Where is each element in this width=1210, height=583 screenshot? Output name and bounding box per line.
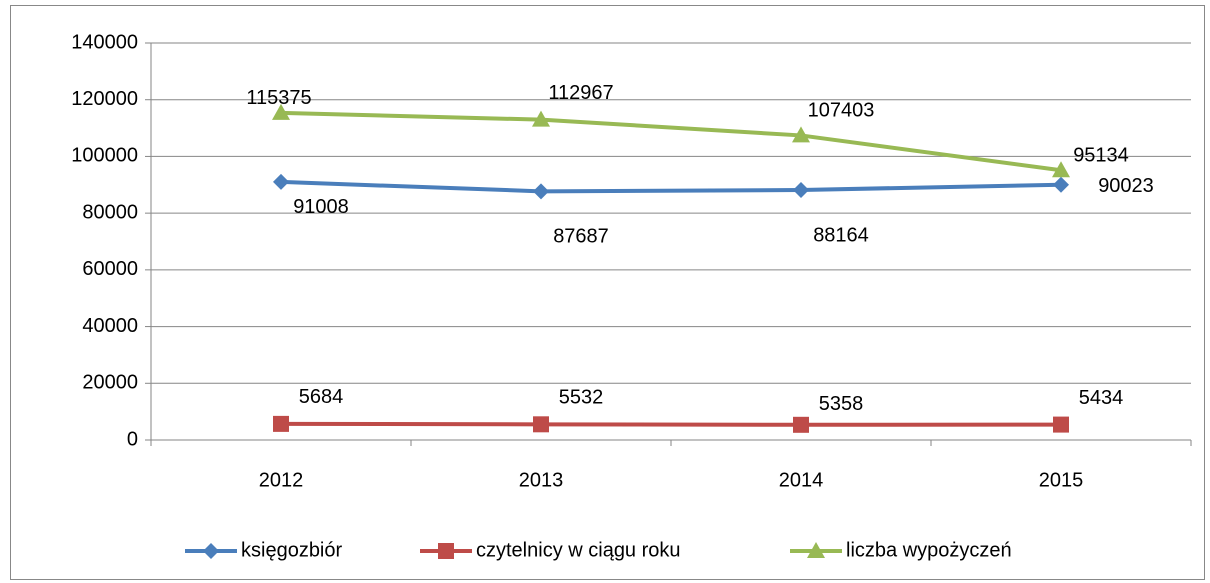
y-tick-label: 40000 — [82, 315, 138, 337]
data-label: 5434 — [1079, 387, 1124, 409]
legend-marker — [438, 543, 454, 559]
data-point — [793, 416, 809, 433]
x-tick-label: 2013 — [519, 469, 564, 491]
data-point — [533, 416, 549, 433]
data-point — [1052, 161, 1070, 178]
data-label: 91008 — [293, 196, 349, 218]
data-point — [1053, 176, 1069, 193]
data-label: 90023 — [1098, 175, 1154, 197]
data-label: 112967 — [548, 82, 613, 104]
y-tick-label: 20000 — [82, 372, 138, 394]
legend-marker — [807, 542, 825, 558]
y-tick-label: 120000 — [71, 88, 138, 110]
data-point — [273, 415, 289, 432]
x-tick-label: 2014 — [779, 469, 824, 491]
data-point — [272, 103, 290, 120]
series-line — [280, 421, 1062, 427]
y-tick-label: 80000 — [82, 201, 138, 223]
y-tick-label: 100000 — [71, 145, 138, 167]
data-label: 107403 — [808, 100, 875, 122]
data-point — [533, 183, 549, 200]
legend-marker — [203, 543, 219, 559]
legend-label: czytelnicy w ciągu roku — [476, 539, 681, 561]
legend-label: księgozbiór — [241, 539, 343, 561]
x-tick-label: 2015 — [1039, 469, 1084, 491]
data-label: 5532 — [559, 387, 604, 409]
data-point — [1053, 416, 1069, 433]
chart-border — [10, 5, 1205, 580]
data-label: 87687 — [553, 226, 609, 248]
x-tick-label: 2012 — [259, 469, 304, 491]
data-point — [532, 110, 550, 127]
data-point — [273, 173, 289, 190]
y-tick-label: 0 — [127, 428, 138, 450]
series-line — [280, 179, 1062, 194]
data-label: 88164 — [813, 224, 869, 246]
data-point — [792, 126, 810, 143]
data-label: 5358 — [819, 393, 864, 415]
legend-label: liczba wypożyczeń — [846, 539, 1012, 561]
data-label: 5684 — [299, 386, 344, 408]
y-tick-label: 60000 — [82, 258, 138, 280]
series-line — [280, 110, 1062, 173]
data-label: 115375 — [246, 87, 311, 109]
data-label: 95134 — [1073, 145, 1129, 167]
data-point — [793, 181, 809, 198]
y-tick-label: 140000 — [71, 31, 138, 53]
